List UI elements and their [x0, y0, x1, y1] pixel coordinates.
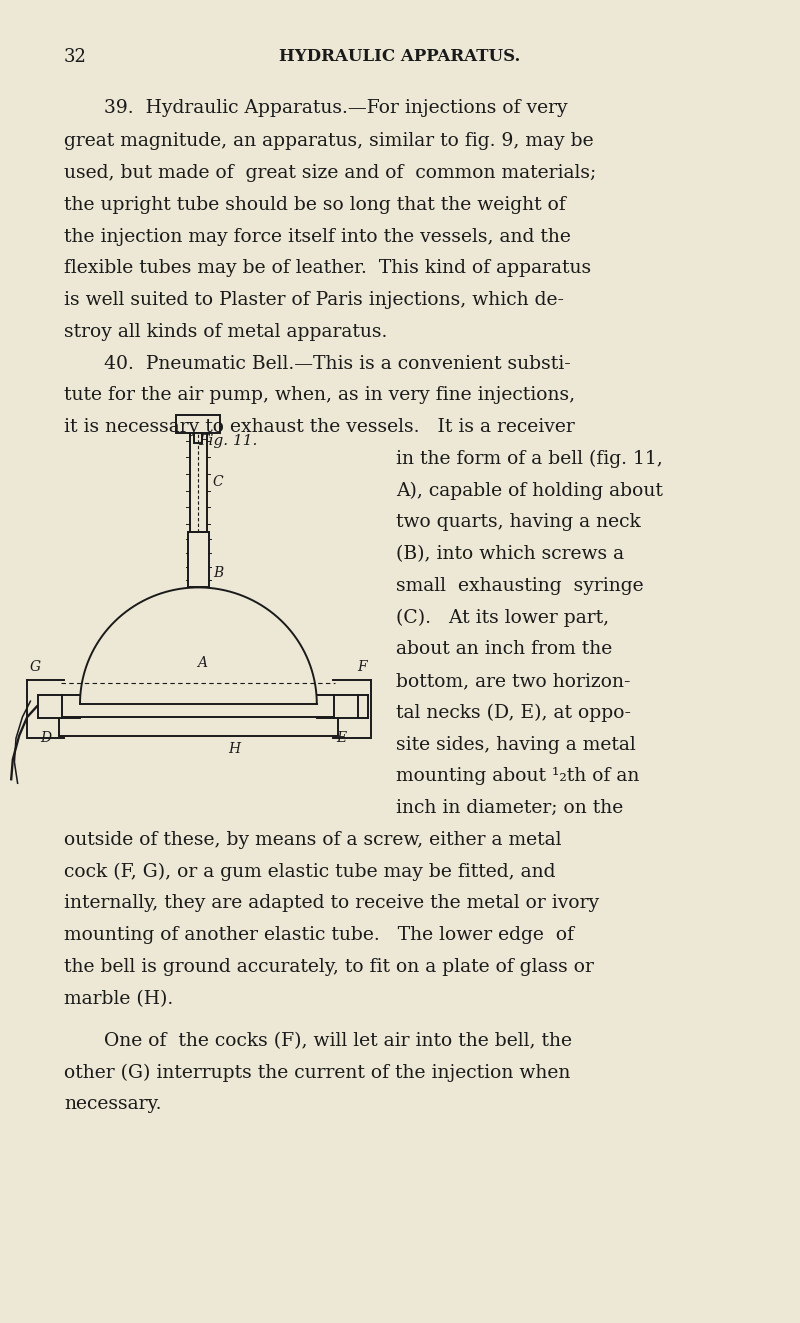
Text: the upright tube should be so long that the weight of: the upright tube should be so long that …	[64, 196, 566, 214]
Text: A), capable of holding about: A), capable of holding about	[396, 482, 663, 500]
Text: is well suited to Plaster of Paris injections, which de-: is well suited to Plaster of Paris injec…	[64, 291, 564, 310]
Text: the bell is ground accurately, to fit on a plate of glass or: the bell is ground accurately, to fit on…	[64, 958, 594, 976]
Bar	[334, 695, 358, 718]
Text: small  exhausting  syringe: small exhausting syringe	[396, 577, 644, 595]
Text: two quarts, having a neck: two quarts, having a neck	[396, 513, 641, 532]
Text: cock (F, G), or a gum elastic tube may be fitted, and: cock (F, G), or a gum elastic tube may b…	[64, 863, 555, 881]
Text: C: C	[212, 475, 222, 490]
Text: F: F	[357, 660, 366, 673]
Text: inch in diameter; on the: inch in diameter; on the	[396, 799, 623, 818]
Text: 40.  Pneumatic Bell.—This is a convenient substi-: 40. Pneumatic Bell.—This is a convenient…	[104, 355, 570, 373]
Text: necessary.: necessary.	[64, 1095, 162, 1114]
Text: Fig. 11.: Fig. 11.	[198, 434, 258, 448]
Text: internally, they are adapted to receive the metal or ivory: internally, they are adapted to receive …	[64, 894, 599, 913]
Text: the injection may force itself into the vessels, and the: the injection may force itself into the …	[64, 228, 571, 246]
Text: used, but made of  great size and of  common materials;: used, but made of great size and of comm…	[64, 164, 596, 183]
Text: in the form of a bell (fig. 11,: in the form of a bell (fig. 11,	[396, 450, 662, 468]
Text: great magnitude, an apparatus, similar to fig. 9, may be: great magnitude, an apparatus, similar t…	[64, 132, 594, 151]
Text: it is necessary to exhaust the vessels.   It is a receiver: it is necessary to exhaust the vessels. …	[64, 418, 574, 437]
Text: mounting about ¹₂th of an: mounting about ¹₂th of an	[396, 767, 639, 786]
Text: 39.  Hydraulic Apparatus.—For injections of very: 39. Hydraulic Apparatus.—For injections …	[104, 99, 568, 118]
Text: HYDRAULIC APPARATUS.: HYDRAULIC APPARATUS.	[279, 48, 521, 65]
Text: D: D	[40, 732, 51, 745]
Text: flexible tubes may be of leather.  This kind of apparatus: flexible tubes may be of leather. This k…	[64, 259, 591, 278]
Bar	[58, 717, 338, 736]
Text: marble (H).: marble (H).	[64, 990, 174, 1008]
Bar	[38, 695, 62, 718]
Text: mounting of another elastic tube.   The lower edge  of: mounting of another elastic tube. The lo…	[64, 926, 574, 945]
Text: stroy all kinds of metal apparatus.: stroy all kinds of metal apparatus.	[64, 323, 387, 341]
Text: other (G) interrupts the current of the injection when: other (G) interrupts the current of the …	[64, 1064, 570, 1082]
Text: about an inch from the: about an inch from the	[396, 640, 612, 659]
Text: site sides, having a metal: site sides, having a metal	[396, 736, 636, 754]
Text: (B), into which screws a: (B), into which screws a	[396, 545, 624, 564]
Bar	[176, 415, 221, 433]
Text: B: B	[214, 566, 224, 579]
Bar	[194, 433, 202, 443]
Text: outside of these, by means of a screw, either a metal: outside of these, by means of a screw, e…	[64, 831, 562, 849]
Text: (C).   At its lower part,: (C). At its lower part,	[396, 609, 609, 627]
Text: One of  the cocks (F), will let air into the bell, the: One of the cocks (F), will let air into …	[104, 1032, 572, 1050]
Text: bottom, are two horizon-: bottom, are two horizon-	[396, 672, 630, 691]
Text: A: A	[198, 656, 207, 669]
Text: E: E	[337, 732, 346, 745]
Text: tal necks (D, E), at oppo-: tal necks (D, E), at oppo-	[396, 704, 631, 722]
Text: G: G	[30, 660, 41, 673]
Text: 32: 32	[64, 48, 87, 66]
Text: H: H	[228, 742, 241, 757]
Text: tute for the air pump, when, as in very fine injections,: tute for the air pump, when, as in very …	[64, 386, 575, 405]
